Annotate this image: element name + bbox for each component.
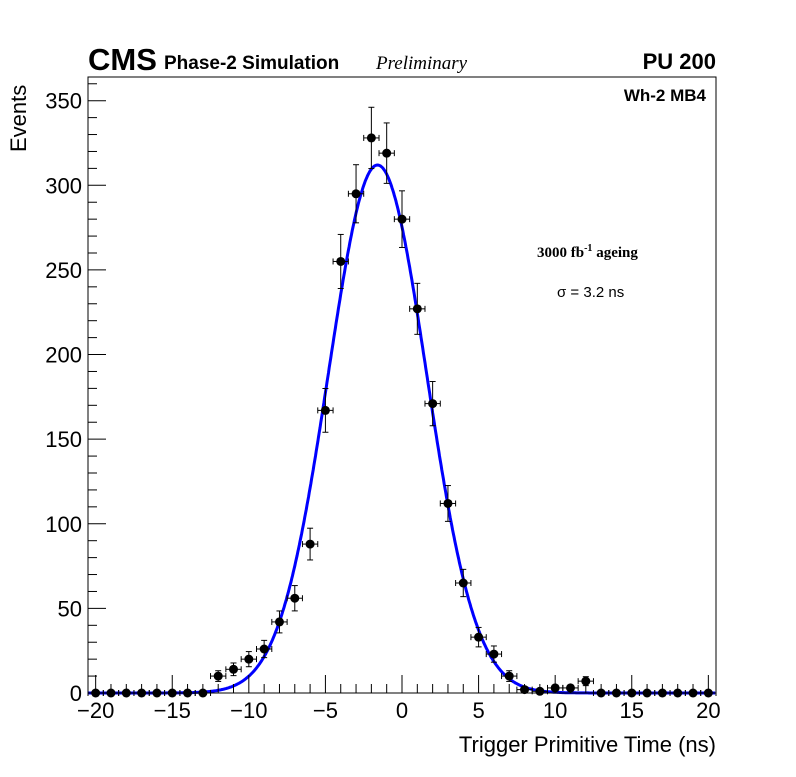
data-point xyxy=(301,527,319,561)
marker xyxy=(458,578,468,588)
data-point xyxy=(439,485,457,522)
data-point xyxy=(409,282,426,335)
data-point xyxy=(501,670,518,682)
marker xyxy=(320,405,330,415)
preliminary-label: Preliminary xyxy=(375,53,468,74)
x-tick-label: 15 xyxy=(620,698,644,723)
data-point xyxy=(485,645,503,663)
marker xyxy=(428,399,438,409)
marker xyxy=(336,256,346,266)
marker xyxy=(351,189,361,199)
data-point xyxy=(347,164,365,224)
marker xyxy=(213,671,223,681)
x-tick-label: −20 xyxy=(77,698,114,723)
y-tick-label: 100 xyxy=(45,512,82,537)
phase2-label: Phase-2 Simulation xyxy=(164,53,339,74)
y-tick-label: 50 xyxy=(58,596,82,621)
data-point xyxy=(363,106,380,170)
x-tick-label: 10 xyxy=(543,698,567,723)
data-point xyxy=(332,233,349,289)
marker xyxy=(229,664,239,674)
x-tick-label: −5 xyxy=(313,698,338,723)
marker xyxy=(259,644,269,654)
data-point xyxy=(240,651,257,668)
marker xyxy=(489,649,499,659)
data-point xyxy=(255,639,273,659)
x-tick-label: −15 xyxy=(154,698,191,723)
sigma-label: σ = 3.2 ns xyxy=(557,284,624,301)
data-point xyxy=(393,190,411,248)
y-tick-label: 300 xyxy=(45,173,82,198)
ageing-label: 3000 fb-1 ageing xyxy=(537,243,638,261)
marker xyxy=(366,133,376,143)
y-tick-label: 250 xyxy=(45,258,82,283)
marker xyxy=(474,632,484,642)
marker xyxy=(412,304,422,314)
data-point xyxy=(378,122,395,184)
x-tick-label: 0 xyxy=(396,698,408,723)
y-tick-label: 200 xyxy=(45,343,82,368)
data-point xyxy=(225,662,242,677)
marker xyxy=(382,148,392,158)
x-tick-label: 5 xyxy=(472,698,484,723)
marker xyxy=(397,214,407,224)
x-axis-label: Trigger Primitive Time (ns) xyxy=(459,732,716,757)
data-point xyxy=(470,626,487,648)
data-point xyxy=(271,610,288,634)
marker xyxy=(581,676,591,686)
marker xyxy=(504,671,514,681)
y-axis-label: Events xyxy=(6,85,31,152)
data-point xyxy=(424,380,441,427)
marker xyxy=(443,498,453,508)
plot-frame xyxy=(87,76,717,694)
pu-label: PU 200 xyxy=(643,49,716,74)
x-tick-label: 20 xyxy=(696,698,720,723)
data-point xyxy=(317,388,334,433)
y-tick-label: 0 xyxy=(70,681,82,706)
x-tick-label: −10 xyxy=(230,698,267,723)
data-point xyxy=(286,585,303,612)
cms-label: CMS xyxy=(88,42,157,77)
station-label: Wh-2 MB4 xyxy=(624,86,707,105)
marker xyxy=(305,539,315,549)
data-point xyxy=(455,568,472,598)
data-point xyxy=(210,670,227,682)
y-tick-label: 150 xyxy=(45,427,82,452)
marker xyxy=(274,617,284,627)
y-tick-label: 350 xyxy=(45,89,82,114)
marker xyxy=(290,593,300,603)
marker xyxy=(244,654,254,664)
